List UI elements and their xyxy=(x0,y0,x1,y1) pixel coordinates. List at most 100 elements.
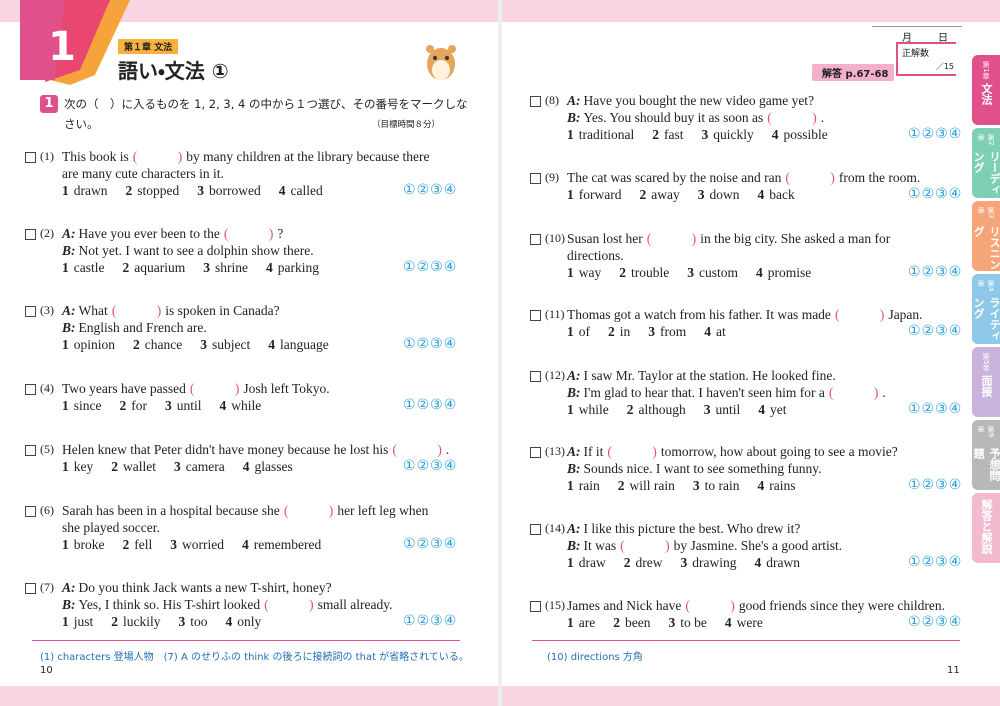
answer-mark: ① xyxy=(908,477,922,493)
choice-text: away xyxy=(651,187,680,202)
choice-text: fast xyxy=(663,127,684,142)
choice-number: 1 xyxy=(567,127,574,142)
question-line: B: It was( ) by Jasmine. She's a good arti… xyxy=(567,537,842,554)
speaker: B: xyxy=(567,461,581,476)
gutter xyxy=(498,0,502,706)
question-line: Helen knew that Peter didn't have money … xyxy=(62,441,449,458)
speaker: B: xyxy=(62,320,76,335)
choice: 2 wallet xyxy=(111,458,156,475)
speaker: B: xyxy=(62,243,76,258)
choice-number: 1 xyxy=(62,183,69,198)
answer-mark: ① xyxy=(908,264,922,280)
choice: 4 possible xyxy=(772,126,828,143)
answer-mark: ④ xyxy=(948,554,963,570)
checkbox xyxy=(530,173,541,184)
choice-number: 4 xyxy=(225,614,233,629)
choice-text: from xyxy=(660,324,687,339)
line-text: Yes, I think so. His T-shirt looked xyxy=(78,597,261,612)
speaker: B: xyxy=(567,385,581,400)
answer-mark: ② xyxy=(921,186,936,202)
answer-mark: ③ xyxy=(935,186,949,202)
answer-mark: ② xyxy=(416,336,431,352)
choice-number: 4 xyxy=(278,183,286,198)
question-body: James and Nick have( ) good friends since… xyxy=(567,597,945,631)
answer-mark: ③ xyxy=(430,397,444,413)
answer-mark: ② xyxy=(921,554,936,570)
date-box: 月日 xyxy=(872,26,962,44)
line-text: Thomas got a watch from his father. It w… xyxy=(567,307,831,322)
choice: 1 broke xyxy=(62,536,105,553)
checkbox xyxy=(25,506,36,517)
day: 日 xyxy=(938,33,948,44)
choice-number: 2 xyxy=(617,478,625,493)
question-number: (3) xyxy=(40,303,54,317)
blank: ( ) xyxy=(264,597,314,612)
choice-text: of xyxy=(578,324,590,339)
choice: 2 aquarium xyxy=(122,259,185,276)
question-line: A: I like this picture the best. Who drew… xyxy=(567,520,842,537)
choice-text: to rain xyxy=(704,478,740,493)
choices: 1 since 2 for 3 until 4 while xyxy=(62,397,330,414)
line-text: This book is xyxy=(62,149,129,164)
line-text: Josh left Tokyo. xyxy=(243,381,330,396)
choice-number: 4 xyxy=(756,265,763,280)
speaker: A: xyxy=(567,93,581,108)
line-text: in the big city. She asked a man for xyxy=(700,231,891,246)
choice: 3 from xyxy=(648,323,686,340)
answer-mark: ① xyxy=(908,323,922,339)
blank: ( ) xyxy=(392,442,442,457)
tab-chapter: 第1章 xyxy=(982,61,990,80)
checkbox xyxy=(25,445,36,456)
choice-text: although xyxy=(638,402,686,417)
answer-marks: ①②③④ xyxy=(908,264,962,280)
choice-text: to be xyxy=(680,615,707,630)
answer-mark: ③ xyxy=(935,554,949,570)
answer-mark: ② xyxy=(416,259,431,275)
choice-number: 2 xyxy=(639,187,647,202)
choice: 4 back xyxy=(757,186,794,203)
question-line: Susan lost her( ) in the big city. She as… xyxy=(567,230,890,247)
answer-mark: ④ xyxy=(443,536,458,552)
answer-mark: ② xyxy=(921,264,936,280)
choices: 1 draw 2 drew 3 drawing 4 drawn xyxy=(567,554,842,571)
question-line: are many cute characters in it. xyxy=(62,165,430,182)
choice: 2 stopped xyxy=(126,182,180,199)
speaker: B: xyxy=(62,597,76,612)
choice: 2 been xyxy=(613,614,650,631)
choice-number: 1 xyxy=(567,265,574,280)
choice-text: rains xyxy=(769,478,796,493)
line-text: Have you bought the new video game yet? xyxy=(583,93,815,108)
choice-text: rain xyxy=(578,478,600,493)
answer-mark: ② xyxy=(416,536,431,552)
choice-number: 1 xyxy=(62,260,69,275)
choice-number: 4 xyxy=(241,537,249,552)
choice-number: 4 xyxy=(771,127,779,142)
choice: 4 yet xyxy=(758,401,786,418)
choice-text: just xyxy=(73,614,94,629)
choice-text: key xyxy=(73,459,94,474)
choice-text: are xyxy=(578,615,596,630)
choice: 3 borrowed xyxy=(197,182,260,199)
question-body: Two years have passed( ) Josh left Tokyo.… xyxy=(62,380,330,414)
choices: 1 while 2 although 3 until 4 yet xyxy=(567,401,886,418)
answer-mark: ④ xyxy=(443,397,458,413)
answer-mark: ④ xyxy=(948,126,963,142)
tab-title: 面接 xyxy=(980,375,993,398)
line-text: I saw Mr. Taylor at the station. He look… xyxy=(583,368,836,383)
choices: 1 just 2 luckily 3 too 4 only xyxy=(62,613,393,630)
choice-number: 1 xyxy=(62,398,69,413)
line-text: English and French are. xyxy=(78,320,207,335)
notes: (10) directions 方角 xyxy=(547,652,643,663)
speaker: A: xyxy=(62,303,76,318)
line-text: Have you ever been to the xyxy=(78,226,220,241)
choice-text: in xyxy=(619,324,631,339)
line-text: . xyxy=(820,110,825,125)
answer-mark: ③ xyxy=(430,182,444,198)
choice-text: back xyxy=(769,187,795,202)
side-tab: 第6章 予想問題 xyxy=(972,420,1000,490)
choice-text: been xyxy=(624,615,651,630)
speaker: A: xyxy=(62,580,76,595)
choice: 3 shrine xyxy=(203,259,248,276)
question-body: A: If it( ) tomorrow, how about going to s… xyxy=(567,443,898,494)
question-number: (12) xyxy=(545,368,565,382)
